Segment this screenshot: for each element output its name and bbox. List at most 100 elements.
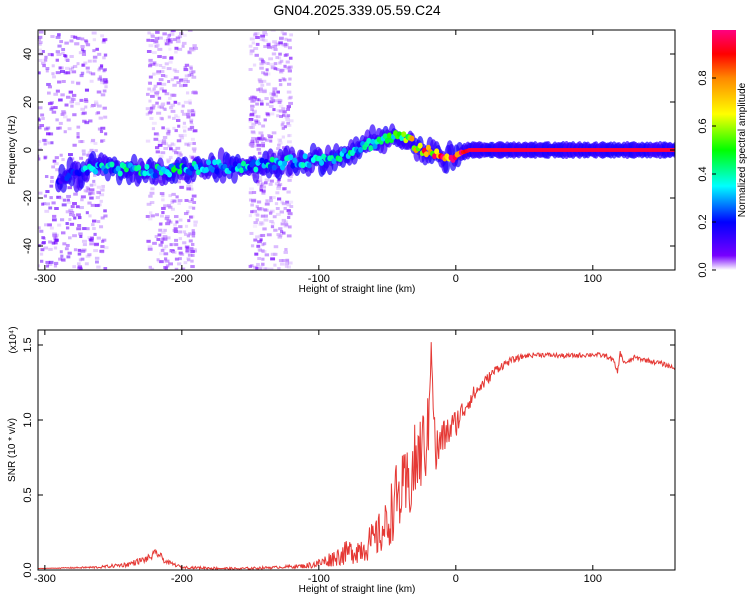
noise-point bbox=[261, 144, 265, 148]
noise-point bbox=[154, 235, 158, 239]
noise-point bbox=[101, 40, 106, 44]
noise-point bbox=[188, 205, 193, 209]
noise-point bbox=[93, 232, 97, 236]
noise-point bbox=[156, 70, 162, 74]
noise-point bbox=[78, 140, 83, 144]
noise-point bbox=[164, 244, 169, 248]
noise-point bbox=[260, 233, 266, 237]
noise-point bbox=[190, 110, 196, 114]
noise-point bbox=[283, 221, 288, 225]
noise-point bbox=[257, 207, 262, 211]
noise-point bbox=[187, 127, 193, 131]
noise-point bbox=[284, 264, 289, 268]
noise-point bbox=[84, 105, 88, 109]
noise-point bbox=[265, 199, 269, 203]
noise-point bbox=[286, 234, 292, 238]
noise-point bbox=[251, 95, 256, 99]
noise-point bbox=[38, 147, 42, 151]
noise-point bbox=[80, 257, 85, 261]
noise-point bbox=[277, 99, 283, 103]
noise-point bbox=[186, 234, 191, 238]
colorbar-tick-label: 0.4 bbox=[697, 166, 709, 181]
noise-point bbox=[149, 106, 154, 110]
noise-point bbox=[252, 111, 257, 115]
noise-point bbox=[250, 203, 254, 207]
noise-point bbox=[151, 104, 156, 108]
noise-point bbox=[64, 41, 69, 45]
noise-point bbox=[166, 67, 172, 71]
noise-point bbox=[70, 205, 75, 209]
noise-point bbox=[257, 182, 263, 186]
noise-point bbox=[261, 257, 265, 261]
ridge-point bbox=[93, 168, 99, 175]
colorbar-tick-label: 0.6 bbox=[697, 118, 709, 133]
noise-point bbox=[286, 82, 292, 86]
noise-point bbox=[100, 239, 105, 243]
noise-point bbox=[278, 61, 282, 65]
noise-point bbox=[258, 265, 263, 269]
noise-point bbox=[256, 120, 260, 124]
noise-point bbox=[96, 90, 102, 94]
noise-point bbox=[185, 249, 189, 253]
noise-point bbox=[264, 111, 269, 115]
noise-point bbox=[69, 211, 75, 215]
noise-point bbox=[189, 70, 193, 74]
noise-point bbox=[66, 255, 71, 259]
noise-point bbox=[150, 33, 155, 37]
ridge-point bbox=[358, 146, 364, 153]
noise-point bbox=[251, 122, 257, 126]
noise-point bbox=[38, 58, 43, 62]
noise-point bbox=[161, 211, 165, 215]
noise-point bbox=[161, 194, 165, 198]
noise-point bbox=[251, 190, 257, 194]
noise-point bbox=[261, 38, 266, 42]
ridge-point bbox=[177, 168, 183, 175]
noise-point bbox=[282, 187, 286, 191]
noise-point bbox=[272, 87, 278, 91]
noise-point bbox=[44, 209, 50, 213]
noise-point bbox=[38, 226, 41, 230]
noise-point bbox=[183, 212, 189, 216]
noise-point bbox=[263, 118, 267, 122]
noise-point bbox=[89, 191, 94, 195]
noise-point bbox=[150, 89, 155, 93]
noise-point bbox=[61, 48, 66, 52]
noise-point bbox=[147, 87, 151, 91]
noise-point bbox=[59, 153, 63, 157]
noise-point bbox=[158, 155, 164, 159]
noise-point bbox=[153, 84, 158, 88]
noise-point bbox=[259, 66, 264, 70]
noise-point bbox=[288, 77, 292, 81]
ridge-point bbox=[434, 148, 440, 155]
noise-point bbox=[49, 107, 54, 111]
noise-point bbox=[151, 127, 156, 131]
noise-point bbox=[278, 41, 283, 45]
noise-point bbox=[264, 178, 270, 182]
noise-point bbox=[270, 225, 275, 229]
noise-point bbox=[159, 260, 164, 264]
noise-point bbox=[148, 217, 153, 221]
ridge-point bbox=[300, 162, 306, 169]
noise-point bbox=[258, 222, 263, 226]
noise-point bbox=[59, 250, 63, 254]
ridge-point bbox=[210, 166, 216, 173]
noise-point bbox=[277, 143, 281, 147]
noise-point bbox=[286, 114, 291, 118]
noise-point bbox=[159, 192, 165, 196]
noise-point bbox=[157, 143, 163, 147]
noise-point bbox=[38, 126, 42, 130]
noise-point bbox=[257, 247, 262, 251]
noise-point bbox=[77, 252, 82, 256]
noise-point bbox=[89, 148, 94, 152]
noise-point bbox=[188, 239, 193, 243]
noise-point bbox=[57, 33, 61, 37]
noise-point bbox=[78, 232, 83, 236]
noise-point bbox=[156, 82, 162, 86]
noise-point bbox=[174, 114, 178, 118]
noise-point bbox=[38, 191, 43, 195]
noise-point bbox=[269, 62, 274, 66]
noise-point bbox=[187, 30, 193, 32]
noise-point bbox=[254, 53, 259, 57]
noise-point bbox=[268, 267, 274, 270]
noise-point bbox=[56, 126, 60, 130]
